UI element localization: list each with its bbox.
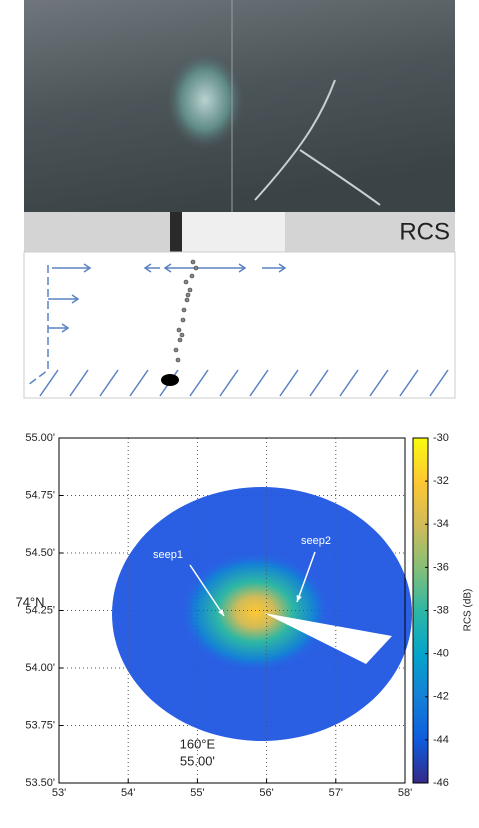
- backscatter-halo: [180, 552, 330, 672]
- x-tick-label: 54': [121, 787, 135, 799]
- colorbar-label: RCS (dB): [463, 589, 474, 632]
- rcs-strong: [170, 212, 182, 252]
- x-axis-label: 55.00': [180, 753, 215, 768]
- colorbar-tick-label: -30: [433, 432, 449, 444]
- y-tick-label: 53.50': [25, 777, 55, 789]
- y-tick-label: 53.75': [25, 719, 55, 731]
- x-tick-label: 56': [259, 787, 273, 799]
- colorbar-tick-label: -46: [433, 777, 449, 789]
- colorbar-tick-label: -32: [433, 475, 449, 487]
- y-axis-label: 74°N: [15, 594, 44, 609]
- y-tick-label: 54.00': [25, 662, 55, 674]
- annotation: seep1: [153, 549, 183, 561]
- colorbar-tick-label: -42: [433, 691, 449, 703]
- rcs-label: RCS: [399, 218, 450, 245]
- chart: 53'54'55'56'57'58'53.50'53.75'54.00'54.2…: [15, 432, 473, 799]
- colorbar-tick-label: -40: [433, 648, 449, 660]
- schematic-box: [24, 252, 455, 398]
- rcs-bright: [182, 212, 285, 252]
- y-tick-label: 54.50': [25, 547, 55, 559]
- y-tick-label: 55.00': [25, 432, 55, 444]
- seep-source: [161, 374, 179, 386]
- figure: RCS 53'54'55'56'57'58'53.50'53.75'54.00'…: [0, 0, 479, 823]
- colorbar-tick-label: -44: [433, 734, 449, 746]
- x-tick-label: 57': [329, 787, 343, 799]
- seep-foam: [165, 50, 245, 150]
- x-tick-label: 58': [398, 787, 412, 799]
- x-tick-label: 55': [190, 787, 204, 799]
- y-tick-label: 54.75': [25, 489, 55, 501]
- colorbar-tick-label: -38: [433, 604, 449, 616]
- colorbar-tick-label: -36: [433, 561, 449, 573]
- x-axis-label: 160°E: [180, 736, 216, 751]
- colorbar-tick-label: -34: [433, 518, 449, 530]
- annotation: seep2: [301, 535, 331, 547]
